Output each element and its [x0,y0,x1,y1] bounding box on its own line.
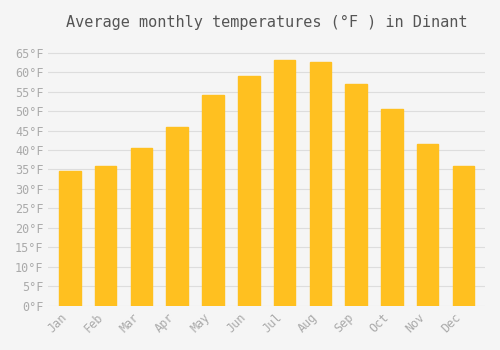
Bar [381,109,402,306]
Bar [166,127,188,306]
Bar [417,144,438,306]
Bar [95,166,116,306]
Bar [130,148,152,306]
Bar [453,166,474,306]
Bar [274,61,295,306]
Bar [238,76,260,306]
Bar [202,96,224,306]
Bar [310,62,331,306]
Bar [346,84,367,306]
Title: Average monthly temperatures (°F ) in Dinant: Average monthly temperatures (°F ) in Di… [66,15,468,30]
Bar [59,172,80,306]
